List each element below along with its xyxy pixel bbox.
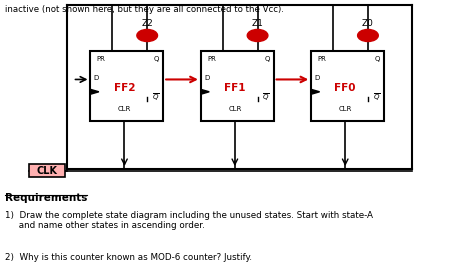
Bar <box>91 51 163 121</box>
Text: FF0: FF0 <box>335 83 356 93</box>
Circle shape <box>247 29 268 41</box>
Text: D: D <box>314 75 319 81</box>
Bar <box>29 164 64 177</box>
Text: 2)  Why is this counter known as MOD-6 counter? Justify.: 2) Why is this counter known as MOD-6 co… <box>5 253 252 262</box>
Text: D: D <box>204 75 210 81</box>
Text: Z0: Z0 <box>362 19 374 28</box>
Text: Requirements: Requirements <box>5 193 87 203</box>
Text: Q: Q <box>264 56 270 62</box>
Text: Z1: Z1 <box>252 19 264 28</box>
Polygon shape <box>311 89 319 94</box>
Circle shape <box>357 29 378 41</box>
Text: PR: PR <box>317 56 326 62</box>
Text: PR: PR <box>97 56 105 62</box>
Circle shape <box>137 29 157 41</box>
Bar <box>201 51 273 121</box>
Polygon shape <box>201 89 209 94</box>
Text: $\overline{Q}$: $\overline{Q}$ <box>152 92 159 103</box>
Text: D: D <box>94 75 99 81</box>
Text: CLR: CLR <box>228 106 242 112</box>
Polygon shape <box>91 89 99 94</box>
Text: CLR: CLR <box>338 106 352 112</box>
Text: PR: PR <box>207 56 216 62</box>
Text: FF2: FF2 <box>114 83 135 93</box>
Bar <box>311 51 384 121</box>
Text: inactive (not shown here, but they are all connected to the Vcc).: inactive (not shown here, but they are a… <box>5 5 283 15</box>
Text: 1)  Draw the complete state diagram including the unused states. Start with stat: 1) Draw the complete state diagram inclu… <box>5 211 373 230</box>
Text: Q: Q <box>154 56 159 62</box>
Text: CLK: CLK <box>36 165 57 176</box>
Text: Z2: Z2 <box>141 19 153 28</box>
Text: Q: Q <box>375 56 380 62</box>
Text: FF1: FF1 <box>224 83 246 93</box>
Text: $\overline{Q}$: $\overline{Q}$ <box>262 92 270 103</box>
Text: CLR: CLR <box>118 106 131 112</box>
Text: $\overline{Q}$: $\overline{Q}$ <box>373 92 380 103</box>
